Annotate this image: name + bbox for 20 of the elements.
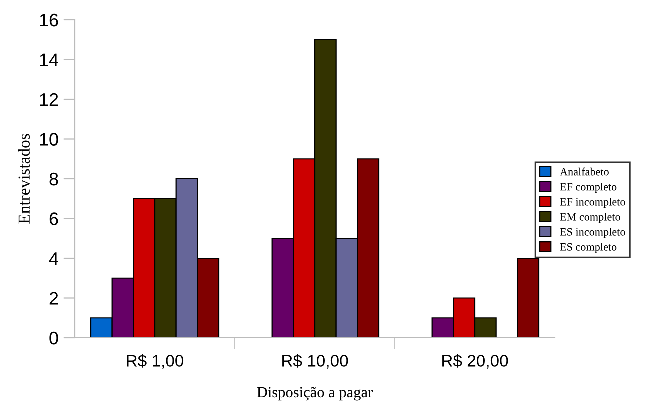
y-tick-label: 12	[40, 93, 58, 106]
y-tick-label: 4	[49, 252, 58, 266]
x-tick-label: R$ 20,00	[442, 354, 508, 369]
legend-label: EF incompleto	[560, 198, 626, 208]
y-tick-label: 8	[50, 172, 58, 186]
y-tick-label: 14	[40, 54, 58, 66]
x-tick-label: R$ 10,00	[282, 354, 348, 369]
y-tick-label: 16	[40, 14, 58, 27]
legend-label: EM completo	[560, 213, 620, 224]
x-tick-label: R$ 1,00	[127, 354, 184, 369]
x-axis-title: Disposição a pagar	[257, 387, 373, 401]
y-axis-title: Entrevistados	[18, 134, 30, 224]
y-tick-label: 10	[40, 133, 58, 146]
legend-label: EF completo	[560, 182, 617, 194]
y-tick-label: 2	[50, 292, 58, 305]
y-tick-label: 0	[50, 332, 58, 345]
legend-label: ES completo	[560, 243, 617, 254]
legend-label: ES incompleto	[560, 228, 626, 238]
legend-label: Analfabeto	[560, 168, 609, 176]
y-tick-label: 6	[50, 212, 58, 226]
